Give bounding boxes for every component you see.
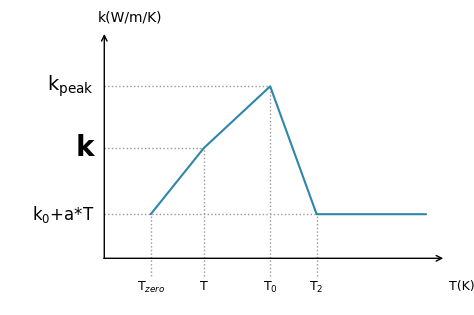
Text: T$_{zero}$: T$_{zero}$ <box>137 280 165 295</box>
Text: k: k <box>76 134 94 162</box>
Text: T(K): T(K) <box>449 280 474 293</box>
Text: k(W/m/K): k(W/m/K) <box>98 11 162 25</box>
Text: T$_2$: T$_2$ <box>310 280 324 295</box>
Text: T$_0$: T$_0$ <box>263 280 278 295</box>
Text: k$_0$+a*T: k$_0$+a*T <box>32 204 94 225</box>
Text: T: T <box>200 280 208 293</box>
Text: k$_\mathrm{peak}$: k$_\mathrm{peak}$ <box>47 74 94 99</box>
